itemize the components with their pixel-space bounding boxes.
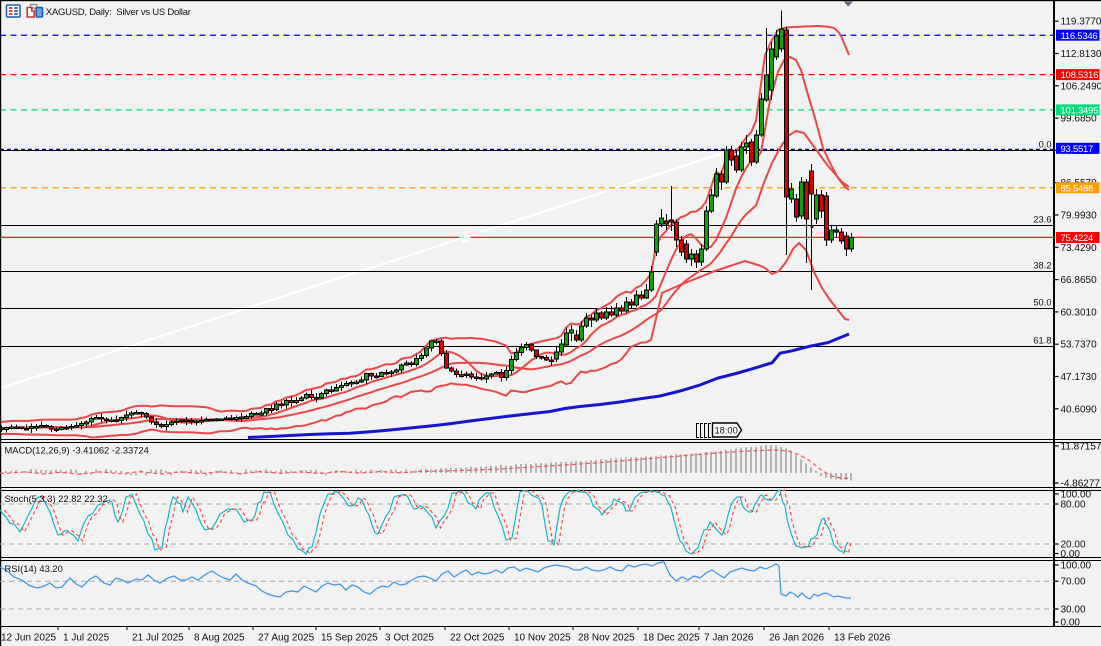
svg-text:7 Jan 2026: 7 Jan 2026	[704, 633, 754, 644]
svg-text:0.00: 0.00	[1061, 549, 1081, 560]
svg-text:50.0: 50.0	[1033, 297, 1051, 307]
svg-text:28 Nov 2025: 28 Nov 2025	[578, 633, 635, 644]
svg-text:40.6090: 40.6090	[1061, 404, 1098, 415]
svg-text:108.5316: 108.5316	[1061, 70, 1099, 81]
svg-text:1 Jul 2025: 1 Jul 2025	[63, 633, 110, 644]
svg-text:99.6850: 99.6850	[1061, 114, 1098, 125]
svg-text:27 Aug 2025: 27 Aug 2025	[258, 633, 315, 644]
svg-text:XAGUSD, Daily: Silver vs US D: XAGUSD, Daily: Silver vs US Dollar	[46, 7, 191, 18]
svg-text:79.9930: 79.9930	[1061, 211, 1098, 222]
svg-text:12 Jun 2025: 12 Jun 2025	[1, 633, 56, 644]
svg-text:15 Sep 2025: 15 Sep 2025	[321, 633, 378, 644]
svg-text:112.8130: 112.8130	[1061, 49, 1101, 60]
svg-text:93.5517: 93.5517	[1061, 144, 1094, 155]
svg-text:22 Oct 2025: 22 Oct 2025	[450, 633, 505, 644]
svg-text:18:00: 18:00	[715, 426, 738, 436]
svg-text:53.7370: 53.7370	[1061, 340, 1098, 351]
svg-text:Stoch(5,3,3) 22.82 22.32: Stoch(5,3,3) 22.82 22.32	[5, 493, 108, 504]
svg-text:13 Feb 2026: 13 Feb 2026	[834, 633, 891, 644]
svg-text:38.2: 38.2	[1033, 260, 1051, 270]
svg-text:106.2490: 106.2490	[1061, 81, 1101, 92]
svg-text:70.00: 70.00	[1061, 577, 1086, 588]
svg-text:47.1730: 47.1730	[1061, 372, 1098, 383]
svg-text:100.00: 100.00	[1061, 561, 1092, 572]
svg-text:20.00: 20.00	[1061, 540, 1086, 551]
svg-text:11.87157: 11.87157	[1061, 442, 1101, 453]
svg-text:119.3770: 119.3770	[1061, 17, 1101, 28]
svg-text:21 Jul 2025: 21 Jul 2025	[132, 633, 184, 644]
svg-text:8 Aug 2025: 8 Aug 2025	[194, 633, 245, 644]
svg-text:101.3495: 101.3495	[1061, 106, 1099, 117]
svg-text:66.8650: 66.8650	[1061, 275, 1098, 286]
svg-text:85.5488: 85.5488	[1061, 183, 1094, 194]
svg-text:0.00: 0.00	[1061, 618, 1081, 629]
svg-text:61.8: 61.8	[1033, 335, 1051, 345]
svg-text:116.5346: 116.5346	[1061, 31, 1098, 42]
svg-text:18 Dec 2025: 18 Dec 2025	[643, 633, 700, 644]
svg-text:73.4290: 73.4290	[1061, 243, 1098, 254]
svg-text:MACD(12,26,9) -3.41062 -2.3372: MACD(12,26,9) -3.41062 -2.33724	[5, 445, 149, 456]
svg-text:23.6: 23.6	[1033, 214, 1051, 224]
svg-text:-4.86277: -4.86277	[1061, 479, 1101, 490]
svg-text:RSI(14) 43.20: RSI(14) 43.20	[5, 563, 63, 574]
svg-text:30.00: 30.00	[1061, 605, 1086, 616]
svg-text:10 Nov 2025: 10 Nov 2025	[514, 633, 571, 644]
svg-text:0.0: 0.0	[1039, 139, 1052, 149]
svg-text:100.00: 100.00	[1061, 490, 1092, 501]
svg-text:60.3010: 60.3010	[1061, 307, 1098, 318]
svg-text:26 Jan 2026: 26 Jan 2026	[769, 633, 824, 644]
svg-text:75.4224: 75.4224	[1061, 233, 1094, 244]
svg-text:3 Oct 2025: 3 Oct 2025	[385, 633, 434, 644]
svg-text:80.00: 80.00	[1061, 500, 1086, 511]
